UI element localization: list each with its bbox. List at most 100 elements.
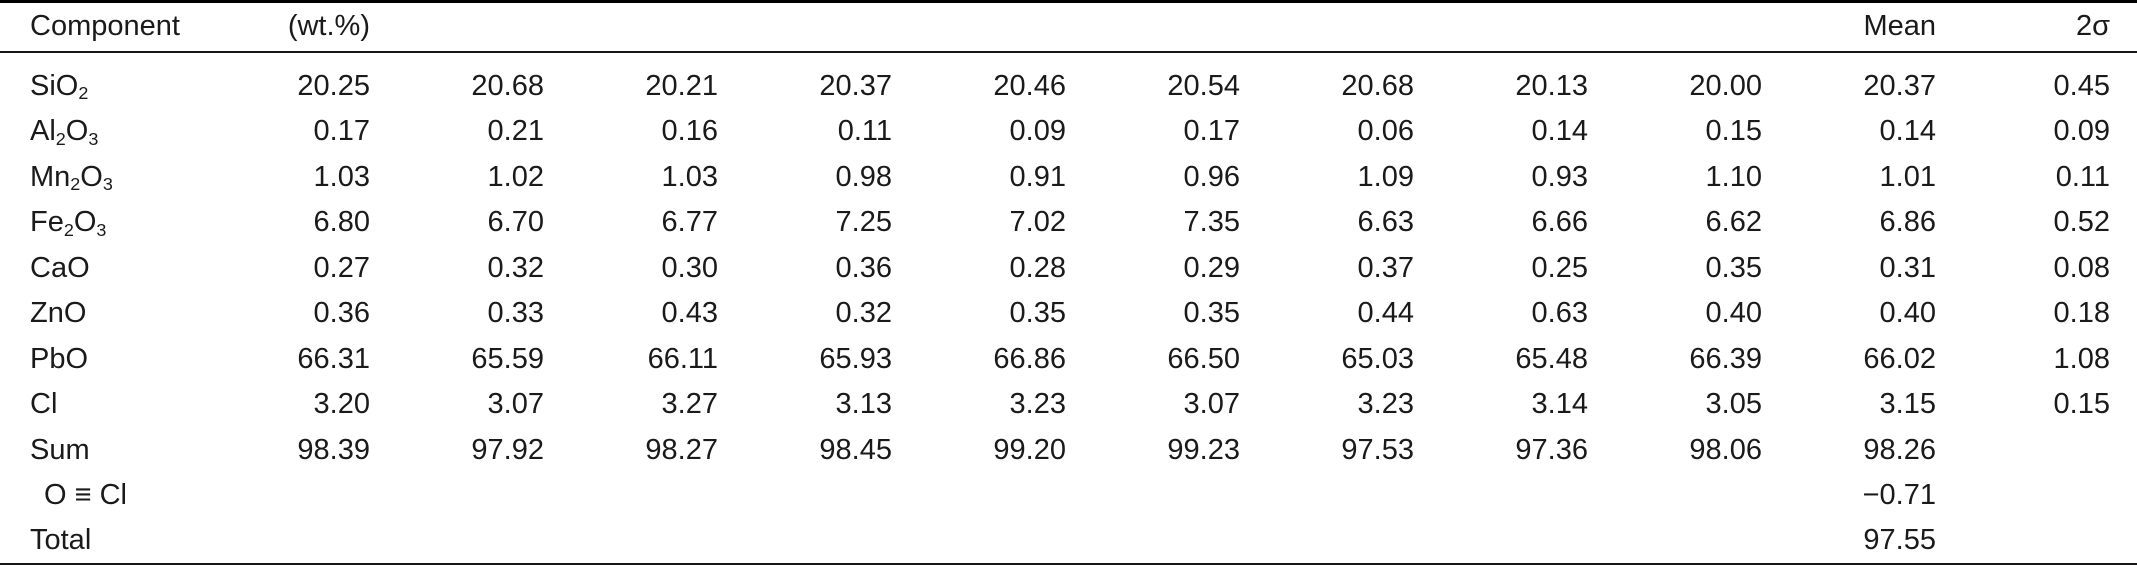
cell-value: 0.36 bbox=[313, 297, 370, 330]
cell-value: 1.03 bbox=[313, 160, 370, 193]
row-label: Al2O3 bbox=[0, 109, 196, 155]
label-text: Mn bbox=[30, 160, 71, 193]
cell-value: 0.21 bbox=[487, 115, 544, 148]
cell-value: 0.29 bbox=[1183, 251, 1240, 284]
cell-mean: −0.71 bbox=[1862, 479, 1936, 512]
label-text: O bbox=[80, 160, 103, 193]
cell-value bbox=[370, 473, 544, 519]
table-row: Total 97.55 bbox=[0, 519, 2137, 565]
cell-value: 98.39 bbox=[297, 433, 370, 466]
cell-value: 20.37 bbox=[819, 69, 892, 102]
cell-value: 20.46 bbox=[993, 69, 1066, 102]
cell-value: 0.28 bbox=[1009, 251, 1066, 284]
cell-value bbox=[892, 473, 1066, 519]
cell-value: 1.03 bbox=[661, 160, 718, 193]
cell-value: 0.98 bbox=[835, 160, 892, 193]
cell-value bbox=[1066, 473, 1240, 519]
row-label: Cl bbox=[0, 382, 196, 428]
label-text: Cl bbox=[30, 388, 58, 421]
table-row: SiO2 20.25 20.68 20.21 20.37 20.46 20.54 20.68 2… bbox=[0, 64, 2137, 110]
cell-value: 66.50 bbox=[1167, 342, 1240, 375]
col-header-spacer bbox=[1066, 1, 1240, 53]
label-text: CaO bbox=[30, 251, 90, 284]
cell-value: 0.35 bbox=[1705, 251, 1762, 284]
cell-value: 0.17 bbox=[313, 115, 370, 148]
col-header-spacer bbox=[718, 1, 892, 53]
row-label: Mn2O3 bbox=[0, 155, 196, 201]
row-label: ZnO bbox=[0, 291, 196, 337]
col-header-spacer bbox=[1588, 1, 1762, 53]
cell-value: 0.06 bbox=[1357, 115, 1414, 148]
cell-value: 6.70 bbox=[487, 206, 544, 239]
cell-mean: 0.40 bbox=[1879, 297, 1936, 330]
cell-mean: 1.01 bbox=[1879, 160, 1936, 193]
row-label: Total bbox=[0, 519, 196, 565]
cell-value: 0.14 bbox=[1531, 115, 1588, 148]
cell-sigma: 0.09 bbox=[2053, 115, 2110, 148]
col-header-unit: (wt.%) bbox=[196, 1, 370, 53]
label-text: Al bbox=[30, 115, 56, 148]
cell-value: 6.62 bbox=[1705, 206, 1762, 239]
table-body: SiO2 20.25 20.68 20.21 20.37 20.46 20.54 20.68 2… bbox=[0, 52, 2137, 565]
cell-value: 98.27 bbox=[645, 433, 718, 466]
cell-value: 0.35 bbox=[1183, 297, 1240, 330]
cell-value: 0.30 bbox=[661, 251, 718, 284]
cell-value: 97.92 bbox=[471, 433, 544, 466]
label-text: O bbox=[65, 115, 89, 148]
row-label: Fe2O3 bbox=[0, 200, 196, 246]
chem-subscript: 2 bbox=[63, 219, 74, 240]
cell-value bbox=[196, 473, 370, 519]
cell-value: 99.23 bbox=[1167, 433, 1240, 466]
cell-value: 0.27 bbox=[313, 251, 370, 284]
cell-mean: 0.31 bbox=[1879, 251, 1936, 284]
label-text: O bbox=[73, 206, 97, 239]
cell-value bbox=[1414, 519, 1588, 565]
cell-value: 65.48 bbox=[1515, 342, 1588, 375]
cell-value: 3.20 bbox=[313, 388, 370, 421]
table-row: ZnO 0.36 0.33 0.43 0.32 0.35 0.35 0.44 0.63 0.40 0… bbox=[0, 291, 2137, 337]
cell-mean: 98.26 bbox=[1863, 433, 1936, 466]
cell-value: 3.07 bbox=[1183, 388, 1240, 421]
cell-sigma: 0.08 bbox=[2053, 251, 2110, 284]
table-row: Cl 3.20 3.07 3.27 3.13 3.23 3.07 3.23 3.14 3.05 3.… bbox=[0, 382, 2137, 428]
label-text: SiO bbox=[30, 69, 79, 102]
cell-value: 0.16 bbox=[661, 115, 718, 148]
cell-value: 1.10 bbox=[1705, 160, 1762, 193]
cell-value: 0.91 bbox=[1009, 160, 1066, 193]
label-text: O ≡ Cl bbox=[44, 479, 127, 512]
cell-value bbox=[1414, 473, 1588, 519]
cell-value bbox=[718, 473, 892, 519]
cell-sigma: 0.45 bbox=[2053, 69, 2110, 102]
cell-mean: 0.14 bbox=[1879, 115, 1936, 148]
chem-subscript: 3 bbox=[88, 128, 99, 149]
cell-value: 0.36 bbox=[835, 251, 892, 284]
table-row: CaO 0.27 0.32 0.30 0.36 0.28 0.29 0.37 0.25 0.35 0… bbox=[0, 246, 2137, 292]
cell-value: 3.07 bbox=[487, 388, 544, 421]
cell-value: 0.32 bbox=[487, 251, 544, 284]
cell-value bbox=[544, 519, 718, 565]
cell-value bbox=[1240, 473, 1414, 519]
cell-sigma bbox=[1936, 473, 2137, 519]
cell-sigma: 0.52 bbox=[2053, 206, 2110, 239]
cell-mean: 6.86 bbox=[1879, 206, 1936, 239]
cell-value: 0.17 bbox=[1183, 115, 1240, 148]
label-text: Fe bbox=[30, 206, 64, 239]
label-text: Total bbox=[30, 524, 92, 557]
cell-value: 20.25 bbox=[297, 69, 370, 102]
cell-value bbox=[718, 519, 892, 565]
col-header-spacer bbox=[1240, 1, 1414, 53]
cell-value bbox=[1066, 519, 1240, 565]
cell-sigma bbox=[1936, 428, 2137, 474]
cell-value: 0.11 bbox=[837, 115, 892, 148]
cell-value: 98.45 bbox=[819, 433, 892, 466]
cell-value: 65.59 bbox=[471, 342, 544, 375]
cell-value: 1.09 bbox=[1357, 160, 1414, 193]
row-label: CaO bbox=[0, 246, 196, 292]
cell-mean: 97.55 bbox=[1863, 524, 1936, 557]
table-row: Fe2O3 6.80 6.70 6.77 7.25 7.02 7.35 6.63 6.66 6.6… bbox=[0, 200, 2137, 246]
cell-value: 0.33 bbox=[487, 297, 544, 330]
chem-subscript: 2 bbox=[78, 83, 89, 104]
cell-sigma: 0.18 bbox=[2053, 297, 2110, 330]
cell-value: 97.36 bbox=[1515, 433, 1588, 466]
